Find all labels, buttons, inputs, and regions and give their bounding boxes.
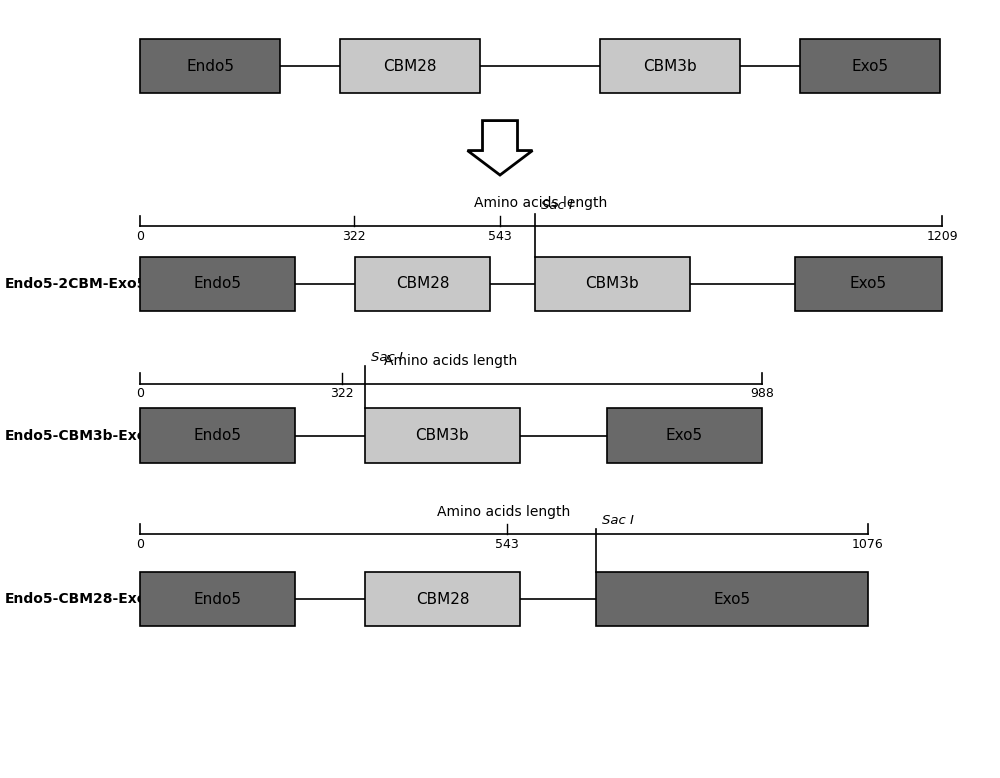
Text: CBM28: CBM28 — [416, 591, 469, 607]
Text: 0: 0 — [136, 387, 144, 401]
Bar — [355, 257, 490, 311]
Text: Sac I: Sac I — [371, 351, 403, 364]
Text: CBM3b: CBM3b — [586, 276, 639, 292]
Text: Exo5: Exo5 — [850, 276, 887, 292]
Text: Endo5-2CBM-Exo5: Endo5-2CBM-Exo5 — [5, 277, 147, 291]
Text: Endo5-CBM28-Exo5: Endo5-CBM28-Exo5 — [5, 592, 157, 606]
Bar — [140, 39, 280, 93]
Text: Sac I: Sac I — [602, 514, 634, 527]
Text: Endo5: Endo5 — [194, 276, 242, 292]
Text: 0: 0 — [136, 230, 144, 243]
Text: CBM3b: CBM3b — [643, 58, 697, 74]
Bar — [535, 257, 690, 311]
Text: 543: 543 — [488, 230, 512, 243]
Text: 322: 322 — [342, 230, 366, 243]
Bar — [600, 39, 740, 93]
Bar — [607, 408, 762, 463]
Bar — [795, 257, 942, 311]
Text: Endo5-CBM3b-Exo5: Endo5-CBM3b-Exo5 — [5, 429, 157, 443]
Text: Exo5: Exo5 — [713, 591, 751, 607]
Bar — [340, 39, 480, 93]
Text: 1076: 1076 — [852, 538, 884, 552]
Text: CBM3b: CBM3b — [416, 428, 469, 443]
Text: Endo5: Endo5 — [186, 58, 234, 74]
Text: 1209: 1209 — [926, 230, 958, 243]
Text: CBM28: CBM28 — [383, 58, 437, 74]
Text: Sac I: Sac I — [541, 199, 573, 212]
Text: Endo5: Endo5 — [194, 591, 242, 607]
Bar — [596, 572, 868, 626]
Bar — [140, 572, 295, 626]
Bar — [800, 39, 940, 93]
Bar — [365, 408, 520, 463]
Polygon shape — [468, 121, 532, 175]
Text: Amino acids length: Amino acids length — [384, 354, 518, 368]
Text: 0: 0 — [136, 538, 144, 552]
Bar — [365, 572, 520, 626]
Bar — [140, 408, 295, 463]
Text: Endo5: Endo5 — [194, 428, 242, 443]
Text: 322: 322 — [330, 387, 354, 401]
Text: 543: 543 — [495, 538, 519, 552]
Text: 988: 988 — [750, 387, 774, 401]
Text: Amino acids length: Amino acids length — [437, 505, 571, 519]
Text: CBM28: CBM28 — [396, 276, 449, 292]
Text: Exo5: Exo5 — [666, 428, 703, 443]
Text: Amino acids length: Amino acids length — [474, 196, 608, 210]
Text: Exo5: Exo5 — [851, 58, 889, 74]
Bar — [140, 257, 295, 311]
